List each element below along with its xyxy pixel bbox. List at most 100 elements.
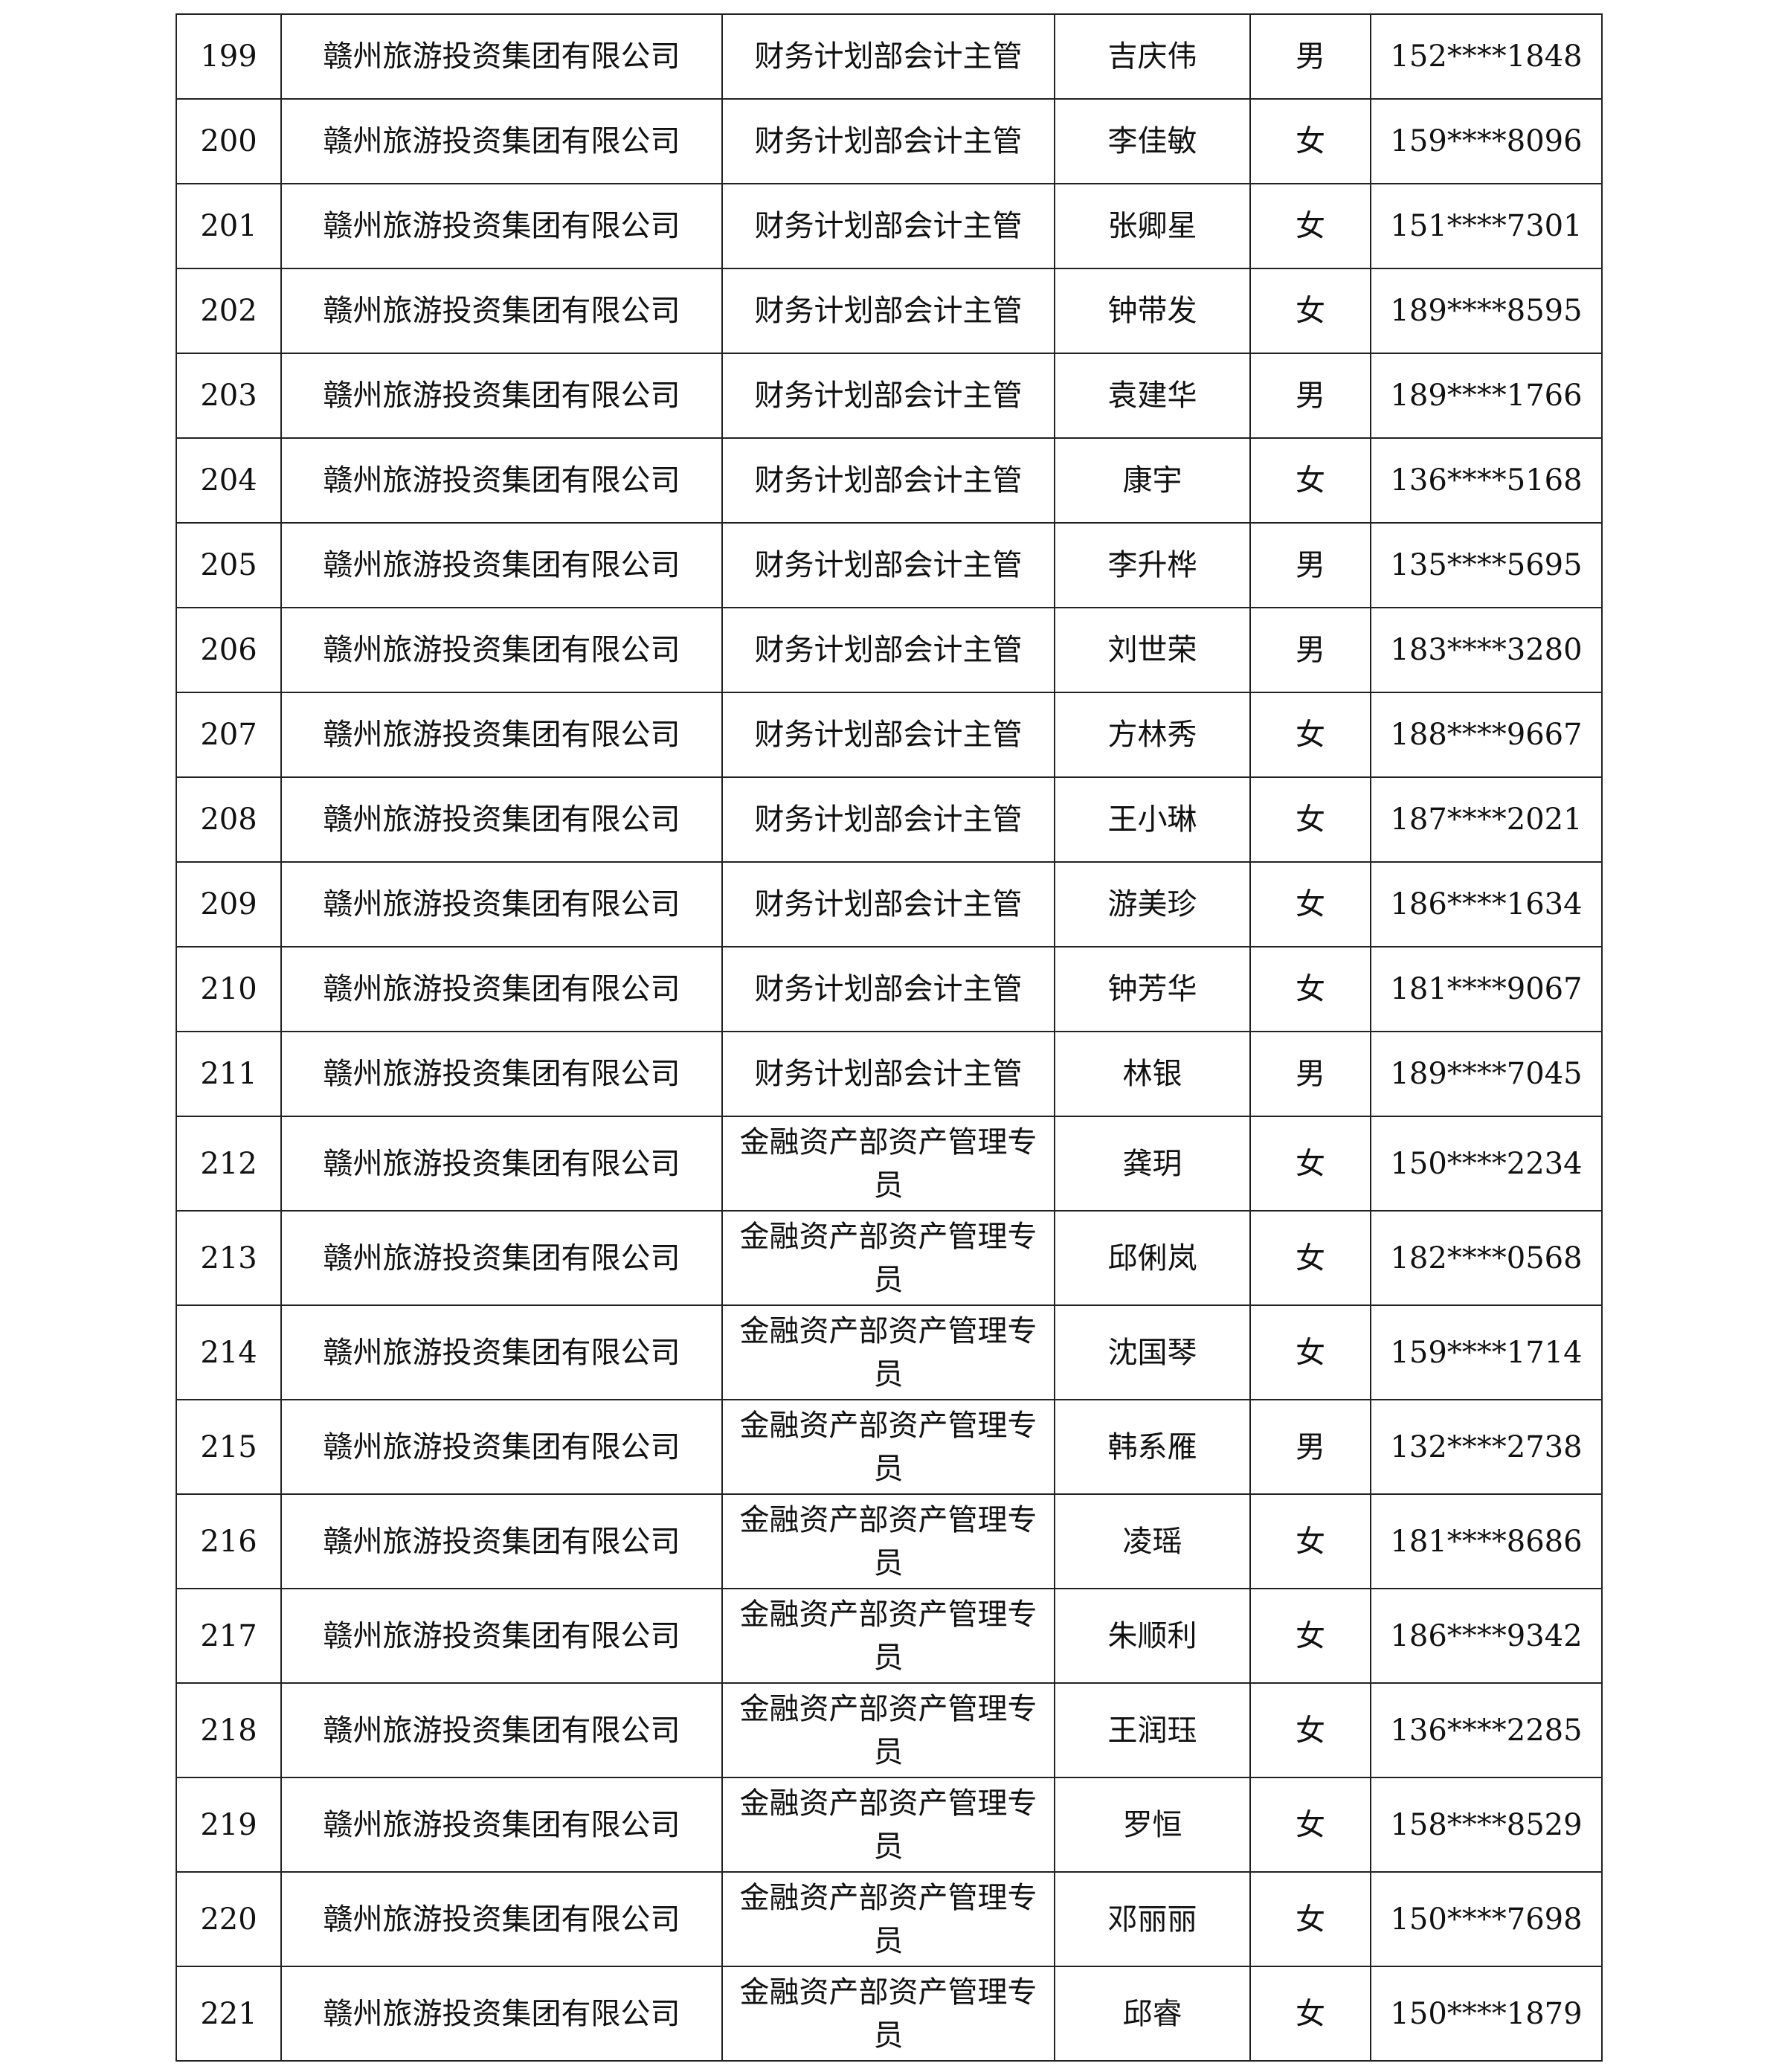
gender-cell: 女 (1249, 1966, 1371, 2062)
table-row: 212 赣州旅游投资集团有限公司 金融资产部资产管理专员 龚玥女 150****2234 (176, 1116, 1603, 1212)
phone-cell: 150****2234 (1370, 1116, 1603, 1212)
position-cell: 金融资产部资产管理专员 (721, 1682, 1055, 1778)
company-cell: 赣州旅游投资集团有限公司 (280, 861, 723, 947)
name-cell: 张卿星 (1054, 183, 1251, 269)
phone-cell: 150****7698 (1370, 1871, 1603, 1967)
position-cell: 金融资产部资产管理专员 (721, 1304, 1055, 1400)
row-number: 200 (176, 98, 282, 184)
gender-cell: 女 (1249, 98, 1371, 184)
gender-cell: 女 (1249, 183, 1371, 269)
row-number: 218 (176, 1682, 282, 1778)
position-cell: 金融资产部资产管理专员 (721, 1210, 1055, 1306)
gender-cell: 男 (1249, 13, 1371, 100)
table-row: 203 赣州旅游投资集团有限公司 财务计划部会计主管 袁建华男 189****1766 (176, 353, 1603, 439)
name-cell: 邱俐岚 (1054, 1210, 1251, 1306)
name-cell: 林银 (1054, 1031, 1251, 1117)
phone-cell: 187****2021 (1370, 776, 1603, 863)
table-row: 217 赣州旅游投资集团有限公司 金融资产部资产管理专员 朱顺利女 186****934… (176, 1588, 1603, 1684)
table-row: 201 赣州旅游投资集团有限公司 财务计划部会计主管 张卿星女 151****7301 (176, 183, 1603, 269)
row-number: 201 (176, 183, 282, 269)
gender-cell: 男 (1249, 522, 1371, 608)
gender-cell: 女 (1249, 1871, 1371, 1967)
row-number: 220 (176, 1871, 282, 1967)
name-cell: 方林秀 (1054, 692, 1251, 778)
name-cell: 王润珏 (1054, 1682, 1251, 1778)
row-number: 207 (176, 692, 282, 778)
table-row: 214 赣州旅游投资集团有限公司 金融资产部资产管理专员 沈国琴女 159****171… (176, 1304, 1603, 1400)
row-number: 209 (176, 861, 282, 947)
company-cell: 赣州旅游投资集团有限公司 (280, 1031, 723, 1117)
company-cell: 赣州旅游投资集团有限公司 (280, 1210, 723, 1306)
gender-cell: 女 (1249, 268, 1371, 354)
name-cell: 李佳敏 (1054, 98, 1251, 184)
table-row: 215 赣州旅游投资集团有限公司 金融资产部资产管理专员 韩系雁男 132****273… (176, 1399, 1603, 1495)
name-cell: 吉庆伟 (1054, 13, 1251, 100)
company-cell: 赣州旅游投资集团有限公司 (280, 1777, 723, 1873)
company-cell: 赣州旅游投资集团有限公司 (280, 692, 723, 778)
phone-cell: 159****1714 (1370, 1304, 1603, 1400)
company-cell: 赣州旅游投资集团有限公司 (280, 1871, 723, 1967)
phone-cell: 182****0568 (1370, 1210, 1603, 1306)
company-cell: 赣州旅游投资集团有限公司 (280, 1493, 723, 1589)
row-number: 204 (176, 437, 282, 524)
position-cell: 金融资产部资产管理专员 (721, 1966, 1055, 2062)
table-row: 218 赣州旅游投资集团有限公司 金融资产部资产管理专员 王润珏女 136****228… (176, 1682, 1603, 1778)
phone-cell: 152****1848 (1370, 13, 1603, 100)
row-number: 216 (176, 1493, 282, 1589)
gender-cell: 男 (1249, 353, 1371, 439)
company-cell: 赣州旅游投资集团有限公司 (280, 183, 723, 269)
phone-cell: 186****9342 (1370, 1588, 1603, 1684)
name-cell: 凌瑶 (1054, 1493, 1251, 1589)
row-number: 215 (176, 1399, 282, 1495)
row-number: 217 (176, 1588, 282, 1684)
position-cell: 财务计划部会计主管 (721, 692, 1055, 778)
table-row: 220 赣州旅游投资集团有限公司 金融资产部资产管理专员 邓丽丽女 150****769… (176, 1871, 1603, 1967)
table-row: 200 赣州旅游投资集团有限公司 财务计划部会计主管 李佳敏女 159****8096 (176, 98, 1603, 184)
phone-cell: 150****1879 (1370, 1966, 1603, 2062)
candidate-table: 199 赣州旅游投资集团有限公司 财务计划部会计主管 吉庆伟男 152****1848 2… (176, 13, 1603, 2062)
name-cell: 游美珍 (1054, 861, 1251, 947)
name-cell: 沈国琴 (1054, 1304, 1251, 1400)
table-row: 205 赣州旅游投资集团有限公司 财务计划部会计主管 李升桦男 135****5695 (176, 522, 1603, 608)
table-row: 210 赣州旅游投资集团有限公司 财务计划部会计主管 钟芳华女 181****9067 (176, 946, 1603, 1032)
phone-cell: 189****7045 (1370, 1031, 1603, 1117)
phone-cell: 186****1634 (1370, 861, 1603, 947)
gender-cell: 女 (1249, 1588, 1371, 1684)
company-cell: 赣州旅游投资集团有限公司 (280, 437, 723, 524)
name-cell: 邱睿 (1054, 1966, 1251, 2062)
table-row: 204 赣州旅游投资集团有限公司 财务计划部会计主管 康宇女 136****5168 (176, 437, 1603, 524)
table-row: 209 赣州旅游投资集团有限公司 财务计划部会计主管 游美珍女 186****1634 (176, 861, 1603, 947)
gender-cell: 女 (1249, 1777, 1371, 1873)
position-cell: 金融资产部资产管理专员 (721, 1493, 1055, 1589)
position-cell: 金融资产部资产管理专员 (721, 1871, 1055, 1967)
company-cell: 赣州旅游投资集团有限公司 (280, 522, 723, 608)
name-cell: 康宇 (1054, 437, 1251, 524)
company-cell: 赣州旅游投资集团有限公司 (280, 268, 723, 354)
name-cell: 韩系雁 (1054, 1399, 1251, 1495)
name-cell: 邓丽丽 (1054, 1871, 1251, 1967)
company-cell: 赣州旅游投资集团有限公司 (280, 98, 723, 184)
name-cell: 钟带发 (1054, 268, 1251, 354)
phone-cell: 136****2285 (1370, 1682, 1603, 1778)
company-cell: 赣州旅游投资集团有限公司 (280, 1116, 723, 1212)
company-cell: 赣州旅游投资集团有限公司 (280, 946, 723, 1032)
row-number: 210 (176, 946, 282, 1032)
phone-cell: 151****7301 (1370, 183, 1603, 269)
row-number: 205 (176, 522, 282, 608)
company-cell: 赣州旅游投资集团有限公司 (280, 1304, 723, 1400)
position-cell: 金融资产部资产管理专员 (721, 1588, 1055, 1684)
table-row: 221 赣州旅游投资集团有限公司 金融资产部资产管理专员 邱睿女 150****1879 (176, 1966, 1603, 2062)
row-number: 221 (176, 1966, 282, 2062)
row-number: 203 (176, 353, 282, 439)
company-cell: 赣州旅游投资集团有限公司 (280, 1399, 723, 1495)
gender-cell: 男 (1249, 607, 1371, 693)
company-cell: 赣州旅游投资集团有限公司 (280, 776, 723, 863)
position-cell: 财务计划部会计主管 (721, 183, 1055, 269)
position-cell: 财务计划部会计主管 (721, 522, 1055, 608)
row-number: 219 (176, 1777, 282, 1873)
position-cell: 财务计划部会计主管 (721, 98, 1055, 184)
phone-cell: 158****8529 (1370, 1777, 1603, 1873)
position-cell: 财务计划部会计主管 (721, 861, 1055, 947)
gender-cell: 女 (1249, 861, 1371, 947)
name-cell: 王小琳 (1054, 776, 1251, 863)
